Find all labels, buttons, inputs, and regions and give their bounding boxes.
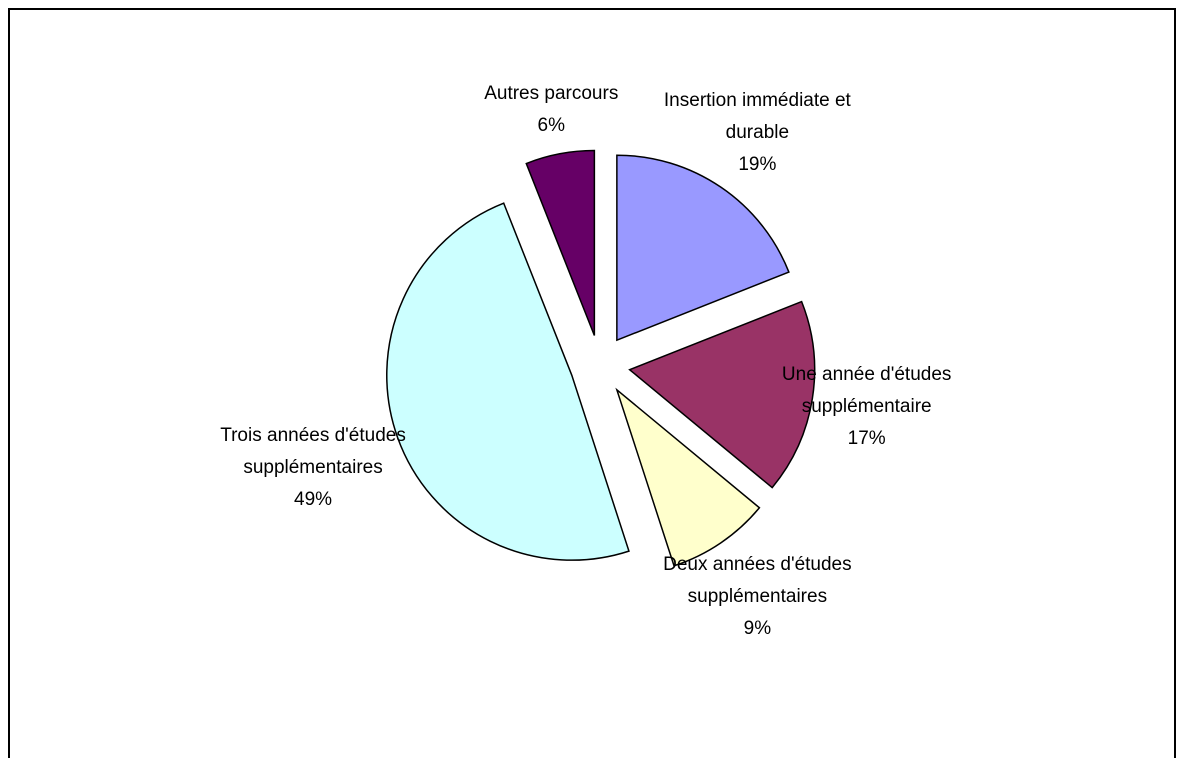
- value-label: 6%: [537, 114, 565, 136]
- category-label: Insertion immédiate et durable: [663, 90, 851, 144]
- pie-slice: [615, 387, 761, 567]
- slice-label: Une année d'études supplémentaire 17%: [752, 359, 982, 455]
- category-label: Autres parcours: [484, 82, 619, 104]
- category-label: Trois années d'études supplémentaires: [220, 425, 406, 479]
- value-label: 19%: [738, 154, 777, 176]
- pie-slice: [386, 202, 630, 561]
- value-label: 17%: [847, 428, 886, 450]
- pie-slice: [616, 154, 790, 342]
- chart-frame: [8, 8, 1176, 758]
- category-label: Deux années d'études supplémentaires: [663, 553, 852, 607]
- value-label: 9%: [743, 617, 772, 639]
- slice-label: Deux années d'études supplémentaires 9%: [642, 549, 872, 645]
- slice-label: Insertion immédiate et durable 19%: [642, 85, 872, 181]
- slice-label: Trois années d'études supplémentaires 49%: [218, 420, 408, 516]
- value-label: 49%: [294, 489, 333, 511]
- pie-slice: [525, 149, 596, 336]
- category-label: Une année d'études supplémentaire: [781, 364, 952, 418]
- pie-slice: [628, 300, 816, 489]
- slice-label: Autres parcours 6%: [451, 78, 651, 142]
